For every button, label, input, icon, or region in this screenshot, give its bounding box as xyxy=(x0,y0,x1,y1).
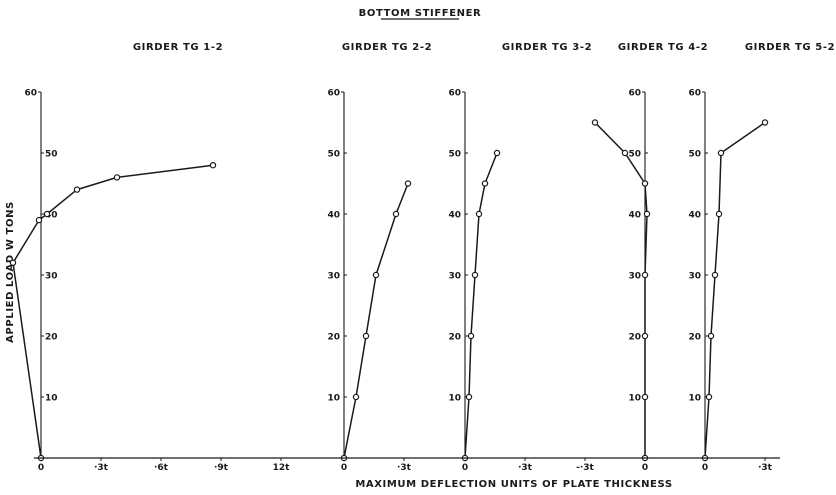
data-point xyxy=(641,271,649,279)
y-tick-label: 10 xyxy=(688,394,701,404)
x-tick-label: ·3t xyxy=(758,463,773,473)
y-tick-label: 20 xyxy=(45,333,58,343)
x-tick-label: ·9t xyxy=(214,463,229,473)
y-tick-label: 20 xyxy=(327,333,340,343)
data-point xyxy=(9,259,17,266)
data-point xyxy=(761,119,769,126)
y-tick-label: 30 xyxy=(327,272,340,282)
y-tick-label: 40 xyxy=(45,211,58,221)
series-line xyxy=(343,183,409,459)
y-tick-label: 30 xyxy=(45,272,58,282)
data-point xyxy=(493,149,501,157)
x-tick-label: 0 xyxy=(38,463,44,473)
y-tick-label: 60 xyxy=(327,89,340,99)
y-tick-label: 10 xyxy=(448,394,461,404)
data-point xyxy=(717,149,725,157)
y-tick-label: 10 xyxy=(628,394,641,404)
y-tick-label: 40 xyxy=(688,211,701,221)
series-line xyxy=(704,121,766,459)
y-tick-label: 50 xyxy=(45,150,58,160)
y-tick-label: 10 xyxy=(327,394,340,404)
data-point xyxy=(711,271,719,279)
y-tick-label: 30 xyxy=(628,272,641,282)
y-tick-label: 40 xyxy=(448,211,461,221)
x-tick-label: 0 xyxy=(642,463,648,473)
panel-4: GIRDER TG 4-2 10 20 30 40 50 60 -·3t 0 xyxy=(576,42,708,473)
data-point xyxy=(621,149,629,157)
data-point xyxy=(465,393,473,401)
y-tick-label: 20 xyxy=(628,333,641,343)
data-point xyxy=(715,210,723,218)
data-point xyxy=(641,180,649,187)
x-tick-label: 0 xyxy=(462,463,468,473)
x-tick-label: ·6t xyxy=(154,463,169,473)
chart-title: BOTTOM STIFFENER xyxy=(359,8,482,19)
panel-title: GIRDER TG 1-2 xyxy=(133,42,223,53)
data-point xyxy=(705,393,713,401)
x-tick-label: ·3t xyxy=(94,463,109,473)
x-tick-label: -·3t xyxy=(576,463,594,473)
x-tick-label: 0 xyxy=(702,463,708,473)
data-point xyxy=(392,210,400,218)
data-point xyxy=(481,180,489,187)
data-point xyxy=(404,180,412,187)
y-tick-label: 60 xyxy=(628,89,641,99)
y-tick-label: 50 xyxy=(628,150,641,160)
y-tick-label: 50 xyxy=(688,150,701,160)
data-point xyxy=(362,332,370,340)
y-tick-label: 50 xyxy=(327,150,340,160)
series-line xyxy=(464,152,498,459)
data-point xyxy=(641,332,649,340)
data-point xyxy=(475,210,483,218)
data-point xyxy=(372,271,380,279)
data-point xyxy=(43,210,51,218)
panel-title: GIRDER TG 3-2 xyxy=(502,42,592,53)
data-point xyxy=(209,161,217,169)
y-tick-label: 20 xyxy=(688,333,701,343)
x-tick-label: ·3t xyxy=(397,463,412,473)
y-tick-label: 50 xyxy=(448,150,461,160)
x-tick-label: 0 xyxy=(341,463,347,473)
y-axis-label: APPLIED LOAD W TONS xyxy=(5,201,16,343)
data-point xyxy=(113,174,121,181)
y-tick-label: 60 xyxy=(24,89,37,99)
y-tick-label: 10 xyxy=(45,394,58,404)
panel-1: GIRDER TG 1-2 10 20 30 40 50 60 0 ·3t ·6t ·9t 12t xyxy=(9,42,291,473)
data-point xyxy=(707,332,715,340)
y-tick-label: 20 xyxy=(448,333,461,343)
panel-title: GIRDER TG 2-2 xyxy=(342,42,432,53)
panel-title: GIRDER TG 4-2 xyxy=(618,42,708,53)
data-point xyxy=(643,210,651,218)
x-tick-label: ·3t xyxy=(518,463,533,473)
data-point xyxy=(35,216,43,224)
series-line xyxy=(594,121,648,458)
panel-2: GIRDER TG 2-2 10 20 30 40 50 60 0 ·3t xyxy=(327,42,432,473)
y-tick-label: 60 xyxy=(448,89,461,99)
data-point xyxy=(467,332,475,340)
y-tick-label: 30 xyxy=(448,272,461,282)
y-tick-label: 30 xyxy=(688,272,701,282)
data-point xyxy=(73,186,81,193)
data-point xyxy=(471,271,479,279)
x-axis-label: MAXIMUM DEFLECTION UNITS OF PLATE THICKN… xyxy=(355,479,672,490)
series-line xyxy=(12,164,214,459)
panel-5: GIRDER TG 5-2 10 20 30 40 50 60 0 ·3t xyxy=(688,42,835,473)
panel-title: GIRDER TG 5-2 xyxy=(745,42,835,53)
data-point xyxy=(641,393,649,401)
y-tick-label: 40 xyxy=(327,211,340,221)
y-tick-label: 40 xyxy=(628,211,641,221)
x-tick-label: 12t xyxy=(273,463,291,473)
data-point xyxy=(591,119,599,126)
panel-3: GIRDER TG 3-2 10 20 30 40 50 60 0 ·3t xyxy=(448,42,592,473)
data-point xyxy=(352,393,360,401)
y-tick-label: 60 xyxy=(688,89,701,99)
